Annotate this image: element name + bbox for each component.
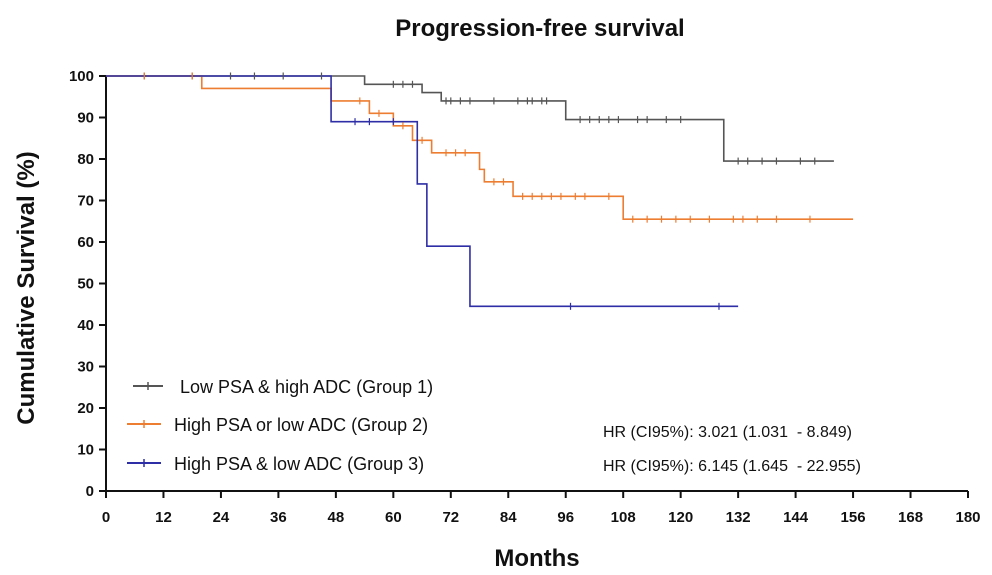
y-tick-label: 40 <box>77 317 94 334</box>
plot-area: 0 12 24 36 48 60 72 84 96 108 120 132 144 156 168 180 0… <box>69 68 981 526</box>
y-tick-label: 60 <box>77 234 94 251</box>
x-tick-label: 72 <box>442 509 459 526</box>
y-tick-label: 90 <box>77 110 94 127</box>
x-tick-label: 48 <box>328 509 345 526</box>
legend-item-group-3: High PSA & low ADC (Group 3) <box>127 454 424 474</box>
y-tick-label: 0 <box>86 483 94 500</box>
y-tick-label: 80 <box>77 151 94 168</box>
legend-label-group-3: High PSA & low ADC (Group 3) <box>174 454 424 474</box>
series-line-group-2 <box>106 75 854 220</box>
x-tick-label: 84 <box>500 509 517 526</box>
y-tick-label: 20 <box>77 400 94 417</box>
legend-item-group-1: Low PSA & high ADC (Group 1) <box>133 377 433 397</box>
y-tick-label: 50 <box>77 276 94 293</box>
legend-item-group-2: High PSA or low ADC (Group 2) <box>127 415 428 435</box>
x-tick-label: 108 <box>611 509 636 526</box>
chart-title: Progression-free survival <box>395 15 684 42</box>
x-ticks: 0 12 24 36 48 60 72 84 96 108 120 132 144 156 168 180 <box>102 491 981 526</box>
x-tick-label: 144 <box>783 509 809 526</box>
x-axis-label: Months <box>494 545 579 572</box>
x-tick-label: 24 <box>213 509 230 526</box>
x-tick-label: 120 <box>668 509 693 526</box>
x-tick-label: 132 <box>726 509 751 526</box>
hr-annotation-group-3: HR (CI95%): 6.145 (1.645 - 22.955) <box>603 458 861 475</box>
series-line-group-1 <box>106 75 834 162</box>
hr-annotation-group-2: HR (CI95%): 3.021 (1.031 - 8.849) <box>603 424 852 441</box>
censor-marks <box>143 72 816 310</box>
y-axis-label: Cumulative Survival (%) <box>13 151 40 424</box>
legend: Low PSA & high ADC (Group 1) High PSA or… <box>127 377 433 474</box>
y-tick-label: 70 <box>77 193 94 210</box>
y-ticks: 0 10 20 30 40 50 60 70 80 90 100 <box>69 68 106 500</box>
x-tick-label: 0 <box>102 509 110 526</box>
legend-label-group-2: High PSA or low ADC (Group 2) <box>174 415 428 435</box>
y-tick-label: 10 <box>77 442 94 459</box>
x-tick-label: 12 <box>155 509 172 526</box>
legend-label-group-1: Low PSA & high ADC (Group 1) <box>180 377 433 397</box>
x-tick-label: 36 <box>270 509 287 526</box>
x-tick-label: 168 <box>898 509 923 526</box>
series-line-group-3 <box>106 75 739 308</box>
x-tick-label: 180 <box>955 509 980 526</box>
y-tick-label: 30 <box>77 359 94 376</box>
x-tick-label: 60 <box>385 509 402 526</box>
y-tick-label: 100 <box>69 68 94 85</box>
x-tick-label: 96 <box>557 509 574 526</box>
x-tick-label: 156 <box>841 509 866 526</box>
series-lines <box>106 75 854 308</box>
